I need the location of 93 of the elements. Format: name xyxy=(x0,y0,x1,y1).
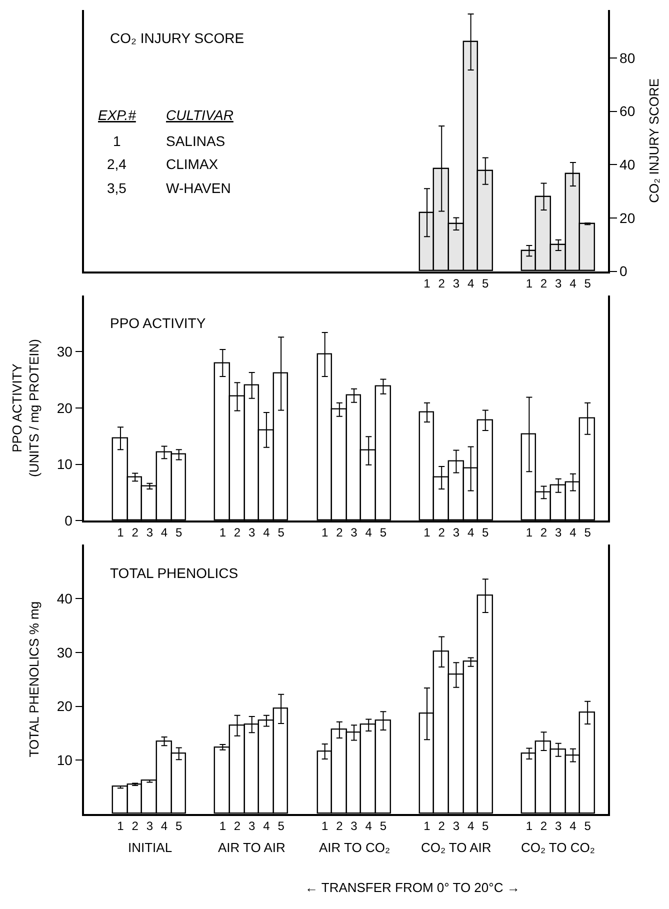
text: CO₂ TO AIR xyxy=(421,840,492,855)
text: TOTAL PHENOLICS xyxy=(110,565,238,581)
x-tick-label: 4 xyxy=(263,526,270,540)
x-tick-label: 5 xyxy=(482,819,490,834)
x-tick-label: 4 xyxy=(467,526,474,540)
x-tick-label: 4 xyxy=(160,526,168,540)
x-tick-label: 3 xyxy=(555,276,562,290)
x-tick-label: 2 xyxy=(132,526,139,540)
x-tick-label: 4 xyxy=(570,526,577,540)
y-tick-label: 30 xyxy=(56,344,73,360)
y2-tick-label: 20 xyxy=(620,210,636,226)
x-tick-label: 3 xyxy=(350,819,358,834)
x-tick-label: 2 xyxy=(540,819,548,834)
x-tick-label: 5 xyxy=(584,819,592,834)
x-tick-label: 3 xyxy=(146,819,154,834)
x-tick-label: 1 xyxy=(424,276,431,290)
text: INITIAL xyxy=(128,840,172,855)
x-tick-label: 2 xyxy=(438,819,446,834)
annotation: 2,4 xyxy=(107,156,127,172)
annotation: EXP.# xyxy=(98,107,136,123)
x-tick-label: 2 xyxy=(540,526,548,540)
y-tick-label: 0 xyxy=(64,512,73,528)
x-tick-label: 1 xyxy=(219,526,226,540)
text: AIR TO AIR xyxy=(218,840,286,855)
x-tick-label: 4 xyxy=(467,819,474,834)
x-tick-label: 2 xyxy=(438,276,446,290)
y-tick-label: 10 xyxy=(56,752,73,768)
x-tick-label: 3 xyxy=(248,819,256,834)
x-tick-label: 2 xyxy=(234,526,241,540)
y-tick-label: 10 xyxy=(56,456,73,472)
x-tick-label: 4 xyxy=(467,276,474,290)
x-tick-label: 4 xyxy=(160,819,168,834)
x-tick-label: 1 xyxy=(219,819,226,834)
x-tick-label: 5 xyxy=(380,526,387,540)
x-tick-label: 2 xyxy=(438,526,446,540)
y-tick-label: 20 xyxy=(56,698,73,714)
x-tick-label: 4 xyxy=(263,819,270,834)
x-tick-label: 3 xyxy=(452,276,460,290)
y2-axis-title: CO₂ INJURY SCORE xyxy=(646,78,662,203)
x-tick-label: 3 xyxy=(452,819,460,834)
y-tick-label: 30 xyxy=(56,644,73,660)
x-tick-label: 4 xyxy=(365,526,372,540)
text: AIR TO CO₂ xyxy=(319,840,390,855)
x-tick-label: 3 xyxy=(555,526,562,540)
x-tick-label: 1 xyxy=(321,526,328,540)
x-tick-label: 4 xyxy=(570,819,577,834)
y2-tick-label: 80 xyxy=(620,50,636,66)
x-tick-label: 1 xyxy=(117,819,124,834)
x-tick-label: 2 xyxy=(234,819,241,834)
x-tick-label: 1 xyxy=(321,819,328,834)
text: CO₂ INJURY SCORE xyxy=(110,30,244,46)
x-tick-label: 3 xyxy=(146,526,154,540)
x-tick-label: 1 xyxy=(117,526,124,540)
x-tick-label: 1 xyxy=(424,819,431,834)
x-tick-label: 3 xyxy=(555,819,562,834)
x-tick-label: 5 xyxy=(380,819,387,834)
x-tick-label: 5 xyxy=(482,276,490,290)
x-tick-label: 5 xyxy=(176,526,183,540)
x-tick-label: 3 xyxy=(350,526,358,540)
y-axis-title: TOTAL PHENOLICS % mg xyxy=(26,601,42,758)
y-axis-title: PPO ACTIVITY (UNITS / mg PROTEIN) xyxy=(9,339,42,477)
annotation: CLIMAX xyxy=(166,156,219,172)
x-tick-label: 2 xyxy=(336,526,344,540)
annotation: W-HAVEN xyxy=(166,180,231,196)
text: CO₂ TO CO₂ xyxy=(521,840,595,855)
x-tick-label: 1 xyxy=(424,526,431,540)
x-tick-label: 2 xyxy=(336,819,344,834)
annotation: 3,5 xyxy=(107,180,127,196)
annotation: SALINAS xyxy=(166,133,226,149)
y-tick-label: 20 xyxy=(56,400,73,416)
text: ← TRANSFER FROM 0° TO 20°C → xyxy=(305,880,520,895)
y2-tick-label: 60 xyxy=(620,103,636,120)
x-tick-label: 3 xyxy=(248,526,256,540)
x-tick-label: 2 xyxy=(540,276,548,290)
x-tick-label: 4 xyxy=(365,819,372,834)
y2-tick-label: 0 xyxy=(620,263,628,280)
x-tick-label: 5 xyxy=(278,526,285,540)
x-tick-label: 1 xyxy=(526,819,533,834)
x-tick-label: 4 xyxy=(570,276,577,290)
annotation: 1 xyxy=(113,133,121,149)
y-tick-label: 40 xyxy=(56,590,73,606)
x-tick-label: 5 xyxy=(482,526,490,540)
x-tick-label: 5 xyxy=(278,819,285,834)
annotation: CULTIVAR xyxy=(166,107,234,123)
x-tick-label: 5 xyxy=(584,526,592,540)
x-tick-label: 1 xyxy=(526,526,533,540)
x-tick-label: 3 xyxy=(452,526,460,540)
x-tick-label: 5 xyxy=(176,819,183,834)
x-tick-label: 2 xyxy=(132,819,139,834)
y2-tick-label: 40 xyxy=(620,156,636,173)
x-tick-label: 5 xyxy=(584,276,592,290)
text: PPO ACTIVITY xyxy=(110,315,206,331)
x-tick-label: 1 xyxy=(526,276,533,290)
